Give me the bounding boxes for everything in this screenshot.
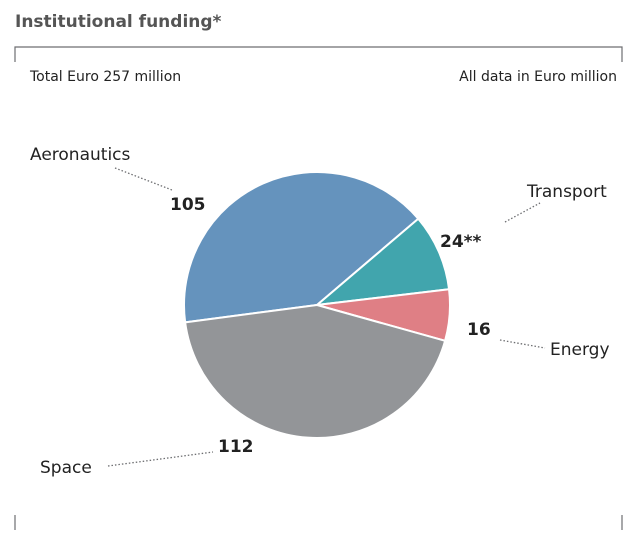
pie-slice <box>313 217 451 307</box>
frame-top <box>14 46 623 62</box>
leader-line <box>114 167 173 191</box>
frame-bottom <box>14 515 623 530</box>
value-label: 24** <box>440 232 482 252</box>
subtitle: Total Euro 257 million <box>29 69 181 85</box>
value-label: 105 <box>170 195 206 215</box>
value-label: 112 <box>218 437 254 457</box>
pie-slice <box>184 303 447 439</box>
category-label: Energy <box>550 340 610 360</box>
value-label: 16 <box>467 320 491 340</box>
category-label: Space <box>40 458 92 478</box>
leader-line <box>107 451 214 467</box>
chart-title: Institutional funding* <box>15 12 222 32</box>
category-label: Transport <box>526 182 607 202</box>
pie-slice <box>183 171 420 324</box>
note: All data in Euro million <box>459 69 617 85</box>
category-label: Aeronautics <box>30 145 131 165</box>
leader-line <box>499 339 546 349</box>
leader-line <box>504 202 541 223</box>
